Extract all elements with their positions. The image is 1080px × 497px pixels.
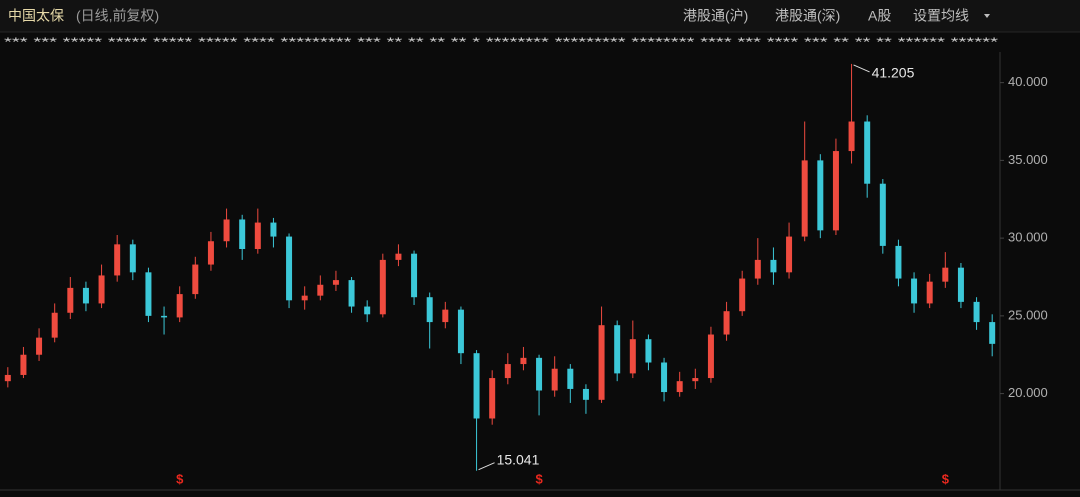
candle-body — [848, 121, 855, 152]
candle-body — [739, 278, 746, 312]
candle-body — [82, 287, 89, 304]
tab[interactable]: 港股通(深) — [775, 8, 840, 24]
candle-body — [926, 281, 933, 304]
candle-body — [270, 222, 277, 237]
candle-body — [98, 275, 105, 304]
candle-body — [786, 236, 793, 273]
candle-body — [973, 301, 980, 323]
candle-body — [489, 378, 496, 419]
candle-body — [989, 322, 996, 344]
candle-body — [67, 287, 74, 313]
candle-body — [161, 315, 168, 318]
candle-body — [801, 160, 808, 237]
tab[interactable]: 港股通(沪) — [683, 8, 748, 24]
candle-body — [551, 368, 558, 391]
candle-body — [723, 311, 730, 335]
y-tick-label: 25.000 — [1008, 307, 1048, 322]
candle-body — [4, 374, 11, 382]
y-tick-label: 20.000 — [1008, 385, 1048, 400]
candle-body — [629, 339, 636, 374]
header-bar — [0, 0, 1080, 32]
candle-body — [364, 306, 371, 315]
candle-body — [348, 280, 355, 307]
dividend-marker[interactable]: $ — [535, 471, 543, 486]
candle-body — [911, 278, 918, 304]
y-tick-label: 35.000 — [1008, 152, 1048, 167]
chart-title: 中国太保 — [8, 8, 64, 24]
candle-body — [426, 297, 433, 323]
candle-body — [942, 267, 949, 282]
candle-body — [301, 295, 308, 301]
y-tick-label: 30.000 — [1008, 230, 1048, 245]
candle-body — [817, 160, 824, 231]
candle-body — [614, 325, 621, 374]
candle-body — [317, 284, 324, 296]
dividend-marker[interactable]: $ — [942, 471, 950, 486]
dividend-marker[interactable]: $ — [176, 471, 184, 486]
candle-body — [20, 354, 27, 375]
candle-body — [832, 151, 839, 231]
tab[interactable]: 设置均线 — [913, 8, 969, 24]
candle-body — [582, 388, 589, 400]
candle-body — [754, 259, 761, 279]
candle-body — [567, 368, 574, 389]
candle-body — [895, 245, 902, 279]
candle-body — [395, 253, 402, 260]
candle-body — [661, 362, 668, 393]
candle-body — [676, 381, 683, 393]
candle-body — [239, 219, 246, 250]
candle-body — [457, 309, 464, 354]
y-tick-label: 40.000 — [1008, 74, 1048, 89]
candle-body — [957, 267, 964, 302]
candle-body — [254, 222, 261, 250]
chart-subtitle: (日线,前复权) — [76, 8, 159, 24]
candle-body — [411, 253, 418, 298]
candle-body — [536, 357, 543, 391]
candle-body — [770, 259, 777, 273]
candle-body — [332, 280, 339, 285]
annotation: 15.041 — [497, 451, 540, 467]
candle-body — [286, 236, 293, 301]
ma-legend: *** *** ***** ***** ***** ***** **** ***… — [4, 35, 999, 49]
dropdown-caret — [984, 14, 990, 18]
candle-body — [692, 378, 699, 382]
annotation-arrow — [478, 462, 495, 471]
candle-body — [473, 353, 480, 419]
candle-body — [223, 219, 230, 242]
candle-body — [520, 357, 527, 365]
candle-body — [879, 183, 886, 246]
candle-body — [114, 244, 121, 276]
candle-body — [129, 244, 136, 273]
tab[interactable]: A股 — [868, 8, 891, 24]
candle-body — [442, 309, 449, 323]
annotation-arrow — [853, 64, 870, 73]
candle-body — [36, 337, 43, 355]
candle-body — [145, 272, 152, 316]
candle-body — [864, 121, 871, 184]
candle-body — [379, 259, 386, 315]
annotation: 41.205 — [872, 65, 915, 81]
candle-body — [598, 325, 605, 400]
candle-body — [645, 339, 652, 363]
candle-body — [176, 294, 183, 318]
candle-body — [192, 264, 199, 295]
candle-body — [51, 312, 58, 338]
candle-body — [504, 364, 511, 379]
candle-body — [707, 334, 714, 379]
candle-body — [207, 241, 214, 265]
